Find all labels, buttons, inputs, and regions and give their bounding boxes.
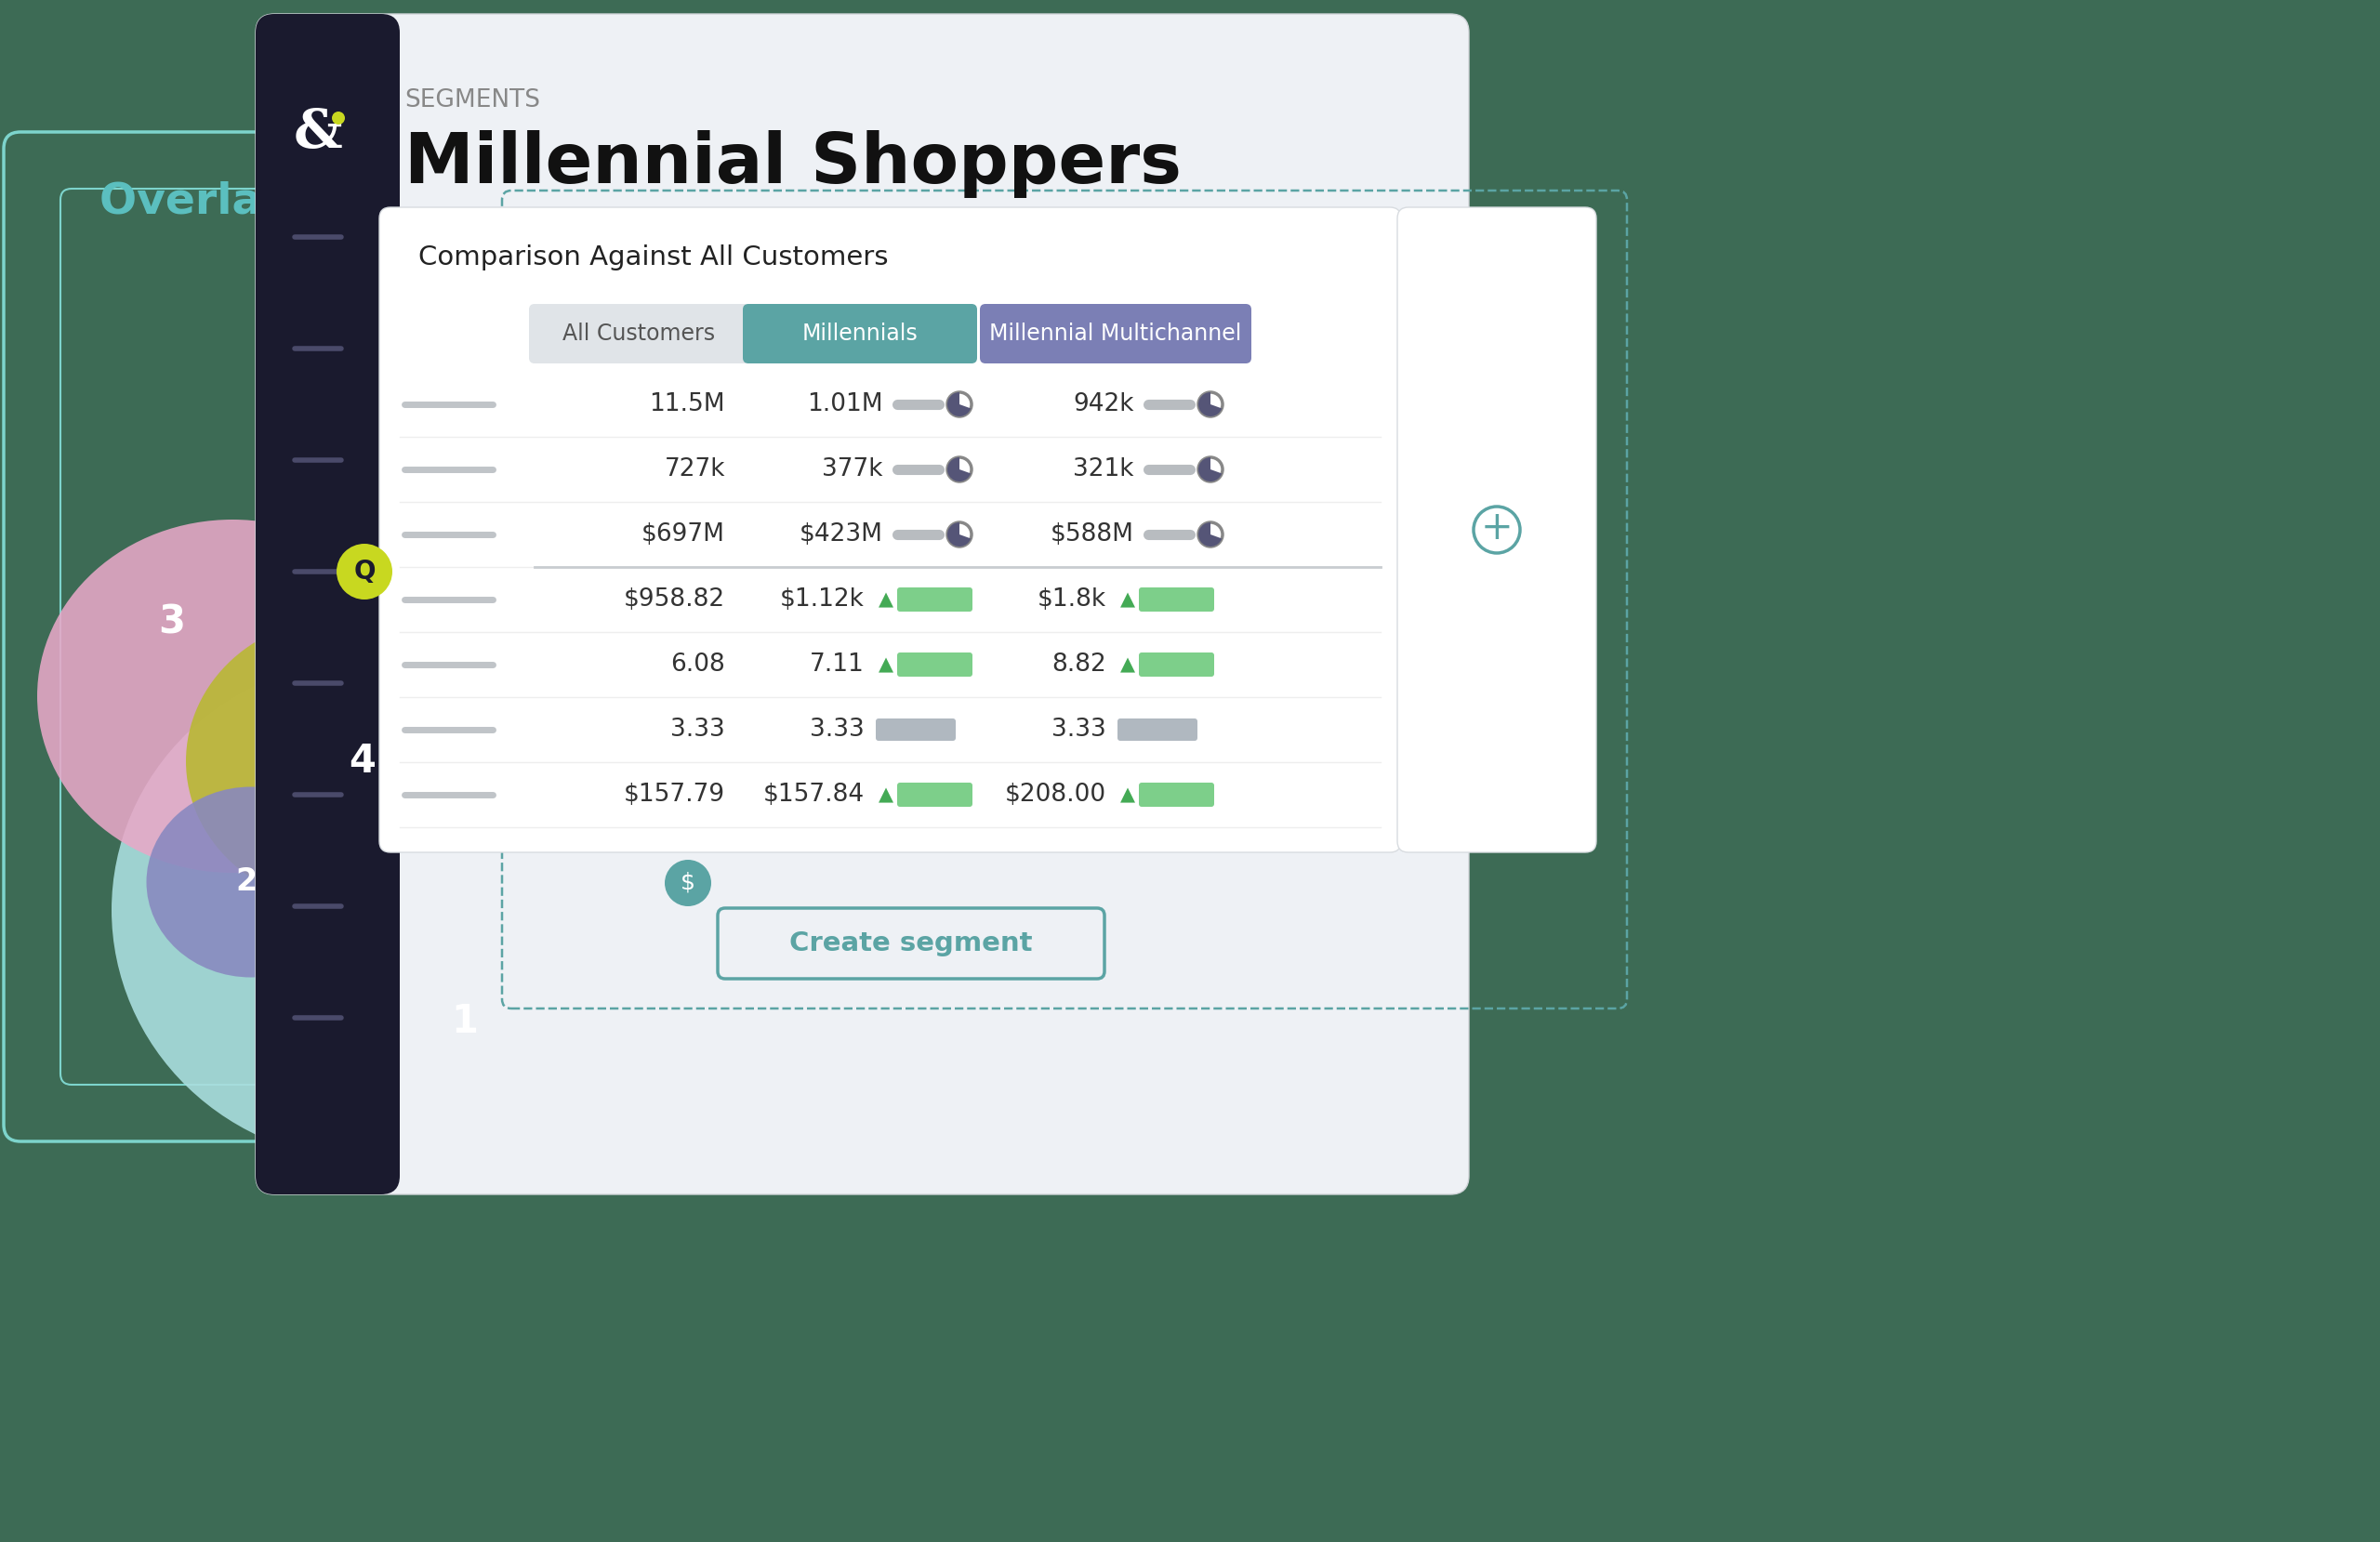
Text: 942k: 942k — [1073, 392, 1135, 416]
FancyBboxPatch shape — [743, 304, 978, 364]
Text: ▲: ▲ — [1121, 655, 1135, 674]
Text: Millennial Shoppers: Millennial Shoppers — [405, 130, 1180, 197]
Text: Overlap of Cust...: Overlap of Cust... — [100, 182, 533, 224]
Text: Millennial Multichannel: Millennial Multichannel — [990, 322, 1242, 345]
Text: 2: 2 — [236, 867, 257, 897]
Wedge shape — [1200, 458, 1221, 481]
Text: ▲: ▲ — [1121, 785, 1135, 803]
Wedge shape — [947, 458, 971, 481]
FancyBboxPatch shape — [362, 32, 390, 1177]
Wedge shape — [1200, 523, 1221, 546]
Text: ▲: ▲ — [878, 785, 892, 803]
Text: $157.79: $157.79 — [624, 783, 726, 806]
Text: 3: 3 — [159, 603, 186, 641]
FancyBboxPatch shape — [897, 652, 973, 677]
FancyBboxPatch shape — [897, 783, 973, 806]
Text: &: & — [293, 106, 343, 159]
Text: Q: Q — [355, 558, 376, 584]
Text: $588M: $588M — [1050, 523, 1135, 546]
FancyBboxPatch shape — [1140, 783, 1214, 806]
FancyBboxPatch shape — [378, 207, 1402, 853]
FancyBboxPatch shape — [528, 304, 750, 364]
Text: 377k: 377k — [823, 458, 883, 481]
Text: 727k: 727k — [664, 458, 726, 481]
Ellipse shape — [38, 520, 428, 873]
Text: $423M: $423M — [800, 523, 883, 546]
FancyBboxPatch shape — [981, 304, 1252, 364]
Text: ▲: ▲ — [878, 591, 892, 609]
Text: 11.5M: 11.5M — [650, 392, 726, 416]
FancyBboxPatch shape — [255, 14, 400, 1195]
Text: $958.82: $958.82 — [624, 588, 726, 612]
Text: $1.12k: $1.12k — [781, 588, 864, 612]
Text: $208.00: $208.00 — [1004, 783, 1107, 806]
FancyBboxPatch shape — [255, 14, 1468, 1195]
FancyBboxPatch shape — [876, 719, 957, 740]
Text: 321k: 321k — [1073, 458, 1135, 481]
Text: ▲: ▲ — [878, 655, 892, 674]
Text: 3.33: 3.33 — [1052, 717, 1107, 742]
Text: 7.11: 7.11 — [809, 652, 864, 677]
Text: 3.33: 3.33 — [809, 717, 864, 742]
FancyBboxPatch shape — [897, 588, 973, 612]
Wedge shape — [947, 523, 971, 546]
Text: 6.08: 6.08 — [671, 652, 726, 677]
Text: $697M: $697M — [643, 523, 726, 546]
Text: $1.8k: $1.8k — [1038, 588, 1107, 612]
Text: SEGMENTS: SEGMENTS — [405, 88, 540, 113]
Text: 1: 1 — [452, 1002, 478, 1041]
FancyBboxPatch shape — [1397, 207, 1597, 853]
Text: $: $ — [681, 871, 695, 893]
Text: ▲: ▲ — [1121, 591, 1135, 609]
FancyBboxPatch shape — [1140, 652, 1214, 677]
Wedge shape — [947, 392, 971, 416]
Text: 1.01M: 1.01M — [807, 392, 883, 416]
Ellipse shape — [186, 617, 502, 905]
Text: Comparison Against All Customers: Comparison Against All Customers — [419, 245, 888, 270]
Ellipse shape — [112, 658, 633, 1161]
Circle shape — [664, 860, 712, 907]
Wedge shape — [1200, 392, 1221, 416]
FancyBboxPatch shape — [362, 51, 367, 1156]
Text: $157.84: $157.84 — [764, 783, 864, 806]
Ellipse shape — [148, 786, 355, 978]
Text: 4: 4 — [350, 742, 376, 780]
Text: Millennials: Millennials — [802, 322, 919, 345]
Text: 8.82: 8.82 — [1052, 652, 1107, 677]
FancyBboxPatch shape — [1140, 588, 1214, 612]
FancyBboxPatch shape — [1119, 719, 1197, 740]
Circle shape — [331, 111, 345, 125]
Text: 3.33: 3.33 — [671, 717, 726, 742]
Text: +: + — [1480, 509, 1514, 547]
Circle shape — [336, 544, 393, 600]
Text: Create segment: Create segment — [790, 930, 1033, 956]
Text: All Customers: All Customers — [562, 322, 714, 345]
